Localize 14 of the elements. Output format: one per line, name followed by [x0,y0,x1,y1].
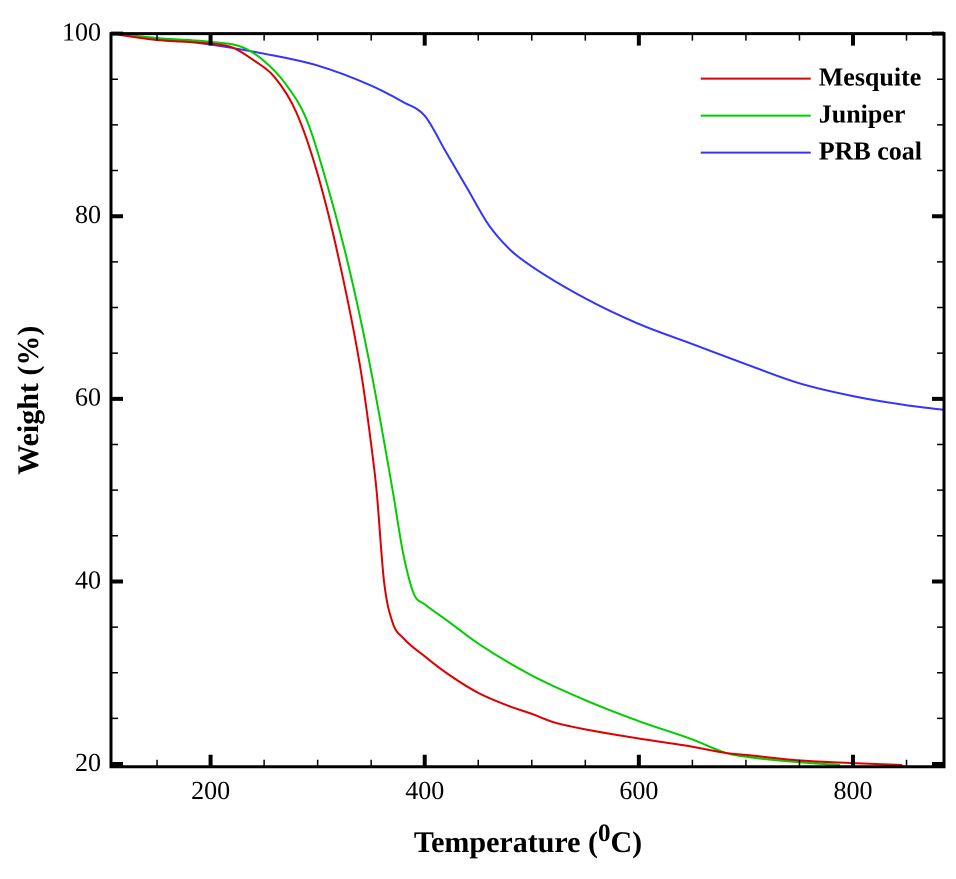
y-tick-label: 20 [75,748,101,777]
x-tick-label: 800 [833,776,872,806]
x-tick-label: 200 [191,776,230,806]
legend-label: Juniper [818,99,906,128]
x-tick-label: 400 [405,776,444,806]
y-tick-label: 40 [75,565,101,594]
legend-label: PRB coal [818,136,922,166]
x-tick-label: 600 [619,776,658,806]
legend-label: Mesquite [818,62,922,92]
y-axis-title: Weight (%) [12,326,45,475]
y-tick-label: 80 [75,200,101,230]
y-tick-label: 100 [62,17,101,46]
x-axis-title: Temperature ($^{0}$C) [412,820,644,860]
y-tick-label: 60 [75,382,101,412]
